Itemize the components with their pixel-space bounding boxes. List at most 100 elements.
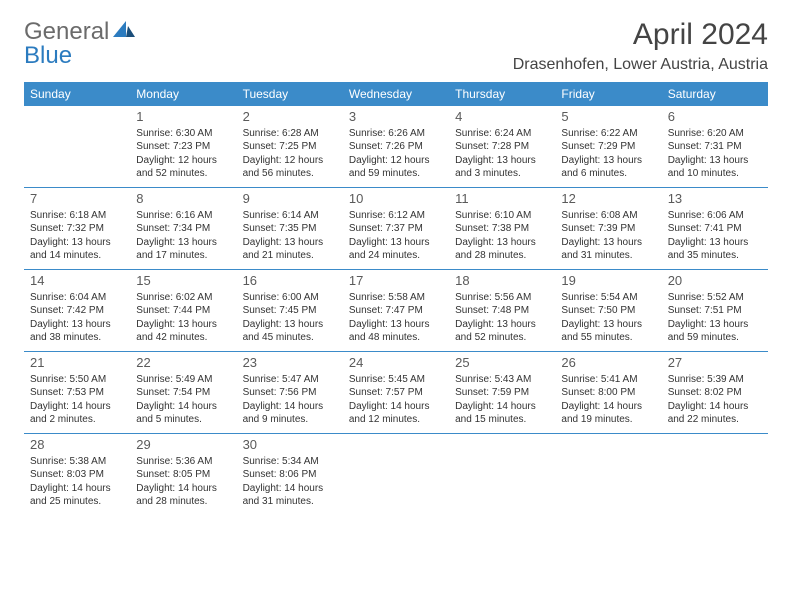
day-number: 29: [136, 436, 230, 454]
daylight-text: Daylight: 13 hours and 17 minutes.: [136, 236, 230, 263]
day-cell: 3Sunrise: 6:26 AMSunset: 7:26 PMDaylight…: [343, 106, 449, 188]
daylight-text: Daylight: 13 hours and 59 minutes.: [668, 318, 762, 345]
day-number: 20: [668, 272, 762, 290]
daylight-text: Daylight: 12 hours and 56 minutes.: [243, 154, 337, 181]
sunrise-text: Sunrise: 6:06 AM: [668, 209, 762, 223]
day-cell: 18Sunrise: 5:56 AMSunset: 7:48 PMDayligh…: [449, 270, 555, 352]
daylight-text: Daylight: 13 hours and 31 minutes.: [561, 236, 655, 263]
day-cell: 30Sunrise: 5:34 AMSunset: 8:06 PMDayligh…: [237, 434, 343, 516]
day-cell: 23Sunrise: 5:47 AMSunset: 7:56 PMDayligh…: [237, 352, 343, 434]
week-row: 1Sunrise: 6:30 AMSunset: 7:23 PMDaylight…: [24, 106, 768, 188]
daylight-text: Daylight: 13 hours and 6 minutes.: [561, 154, 655, 181]
day-number: 13: [668, 190, 762, 208]
day-number: 23: [243, 354, 337, 372]
day-cell: 5Sunrise: 6:22 AMSunset: 7:29 PMDaylight…: [555, 106, 661, 188]
day-cell: 10Sunrise: 6:12 AMSunset: 7:37 PMDayligh…: [343, 188, 449, 270]
sunrise-text: Sunrise: 6:26 AM: [349, 127, 443, 141]
week-row: 14Sunrise: 6:04 AMSunset: 7:42 PMDayligh…: [24, 270, 768, 352]
sunset-text: Sunset: 7:53 PM: [30, 386, 124, 400]
sunrise-text: Sunrise: 6:18 AM: [30, 209, 124, 223]
calendar-table: Sunday Monday Tuesday Wednesday Thursday…: [24, 82, 768, 516]
day-number: 30: [243, 436, 337, 454]
day-number: 12: [561, 190, 655, 208]
day-number: 19: [561, 272, 655, 290]
daylight-text: Daylight: 14 hours and 28 minutes.: [136, 482, 230, 509]
sunset-text: Sunset: 7:37 PM: [349, 222, 443, 236]
day-number: 15: [136, 272, 230, 290]
header: General April 2024 Drasenhofen, Lower Au…: [24, 18, 768, 74]
day-cell: 24Sunrise: 5:45 AMSunset: 7:57 PMDayligh…: [343, 352, 449, 434]
sunrise-text: Sunrise: 5:47 AM: [243, 373, 337, 387]
sunset-text: Sunset: 7:34 PM: [136, 222, 230, 236]
day-number: 9: [243, 190, 337, 208]
day-cell: 22Sunrise: 5:49 AMSunset: 7:54 PMDayligh…: [130, 352, 236, 434]
sunrise-text: Sunrise: 5:58 AM: [349, 291, 443, 305]
dow-saturday: Saturday: [662, 82, 768, 106]
day-cell: 14Sunrise: 6:04 AMSunset: 7:42 PMDayligh…: [24, 270, 130, 352]
sunset-text: Sunset: 7:54 PM: [136, 386, 230, 400]
dow-friday: Friday: [555, 82, 661, 106]
sunset-text: Sunset: 7:32 PM: [30, 222, 124, 236]
sunrise-text: Sunrise: 6:00 AM: [243, 291, 337, 305]
daylight-text: Daylight: 14 hours and 12 minutes.: [349, 400, 443, 427]
sunset-text: Sunset: 7:23 PM: [136, 140, 230, 154]
sunset-text: Sunset: 7:28 PM: [455, 140, 549, 154]
daylight-text: Daylight: 12 hours and 52 minutes.: [136, 154, 230, 181]
location-label: Drasenhofen, Lower Austria, Austria: [513, 56, 768, 74]
sunset-text: Sunset: 7:44 PM: [136, 304, 230, 318]
day-cell: 28Sunrise: 5:38 AMSunset: 8:03 PMDayligh…: [24, 434, 130, 516]
daylight-text: Daylight: 13 hours and 45 minutes.: [243, 318, 337, 345]
day-number: 27: [668, 354, 762, 372]
day-cell: [24, 106, 130, 188]
day-number: 26: [561, 354, 655, 372]
logo-triangle-icon: [113, 19, 135, 42]
sunset-text: Sunset: 7:25 PM: [243, 140, 337, 154]
day-cell: 21Sunrise: 5:50 AMSunset: 7:53 PMDayligh…: [24, 352, 130, 434]
dow-monday: Monday: [130, 82, 236, 106]
day-number: 1: [136, 108, 230, 126]
day-cell: 27Sunrise: 5:39 AMSunset: 8:02 PMDayligh…: [662, 352, 768, 434]
day-cell: 2Sunrise: 6:28 AMSunset: 7:25 PMDaylight…: [237, 106, 343, 188]
sunset-text: Sunset: 7:31 PM: [668, 140, 762, 154]
day-cell: 29Sunrise: 5:36 AMSunset: 8:05 PMDayligh…: [130, 434, 236, 516]
sunrise-text: Sunrise: 5:36 AM: [136, 455, 230, 469]
sunrise-text: Sunrise: 5:54 AM: [561, 291, 655, 305]
day-number: 18: [455, 272, 549, 290]
day-cell: 9Sunrise: 6:14 AMSunset: 7:35 PMDaylight…: [237, 188, 343, 270]
sunrise-text: Sunrise: 6:20 AM: [668, 127, 762, 141]
day-cell: 26Sunrise: 5:41 AMSunset: 8:00 PMDayligh…: [555, 352, 661, 434]
sunrise-text: Sunrise: 6:12 AM: [349, 209, 443, 223]
day-number: 22: [136, 354, 230, 372]
day-cell: [555, 434, 661, 516]
sunset-text: Sunset: 7:56 PM: [243, 386, 337, 400]
day-cell: 17Sunrise: 5:58 AMSunset: 7:47 PMDayligh…: [343, 270, 449, 352]
sunrise-text: Sunrise: 5:49 AM: [136, 373, 230, 387]
sunset-text: Sunset: 7:39 PM: [561, 222, 655, 236]
sunrise-text: Sunrise: 5:34 AM: [243, 455, 337, 469]
sunrise-text: Sunrise: 5:52 AM: [668, 291, 762, 305]
week-row: 28Sunrise: 5:38 AMSunset: 8:03 PMDayligh…: [24, 434, 768, 516]
sunset-text: Sunset: 7:38 PM: [455, 222, 549, 236]
sunset-text: Sunset: 7:51 PM: [668, 304, 762, 318]
sunset-text: Sunset: 8:06 PM: [243, 468, 337, 482]
day-number: 21: [30, 354, 124, 372]
day-cell: 11Sunrise: 6:10 AMSunset: 7:38 PMDayligh…: [449, 188, 555, 270]
day-number: 17: [349, 272, 443, 290]
sunset-text: Sunset: 7:47 PM: [349, 304, 443, 318]
daylight-text: Daylight: 14 hours and 22 minutes.: [668, 400, 762, 427]
week-row: 7Sunrise: 6:18 AMSunset: 7:32 PM Daylight…: [24, 188, 768, 270]
day-cell: 16Sunrise: 6:00 AMSunset: 7:45 PMDayligh…: [237, 270, 343, 352]
day-cell: [449, 434, 555, 516]
day-number: 7: [30, 190, 124, 208]
day-number: 24: [349, 354, 443, 372]
daylight-text: Daylight: 14 hours and 31 minutes.: [243, 482, 337, 509]
dow-thursday: Thursday: [449, 82, 555, 106]
dow-wednesday: Wednesday: [343, 82, 449, 106]
month-title: April 2024: [513, 18, 768, 52]
day-cell: 1Sunrise: 6:30 AMSunset: 7:23 PMDaylight…: [130, 106, 236, 188]
sunset-text: Sunset: 8:02 PM: [668, 386, 762, 400]
sunset-text: Sunset: 7:41 PM: [668, 222, 762, 236]
day-cell: 7Sunrise: 6:18 AMSunset: 7:32 PMDaylight…: [24, 188, 130, 270]
daylight-text: Daylight: 14 hours and 15 minutes.: [455, 400, 549, 427]
sunrise-text: Sunrise: 6:28 AM: [243, 127, 337, 141]
